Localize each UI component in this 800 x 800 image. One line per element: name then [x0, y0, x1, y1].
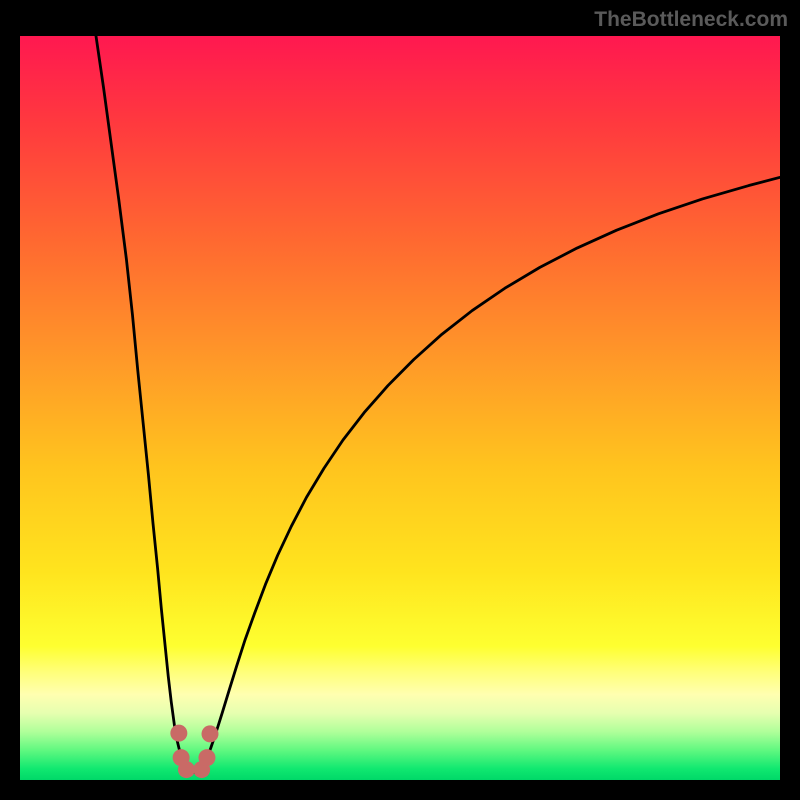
marker-point	[202, 725, 219, 742]
chart-container: TheBottleneck.com	[0, 0, 800, 800]
plot-area	[20, 36, 780, 780]
chart-svg	[20, 36, 780, 780]
marker-point	[170, 725, 187, 742]
gradient-background	[20, 36, 780, 780]
watermark-text: TheBottleneck.com	[594, 8, 788, 32]
marker-point	[178, 761, 195, 778]
marker-point	[198, 749, 215, 766]
